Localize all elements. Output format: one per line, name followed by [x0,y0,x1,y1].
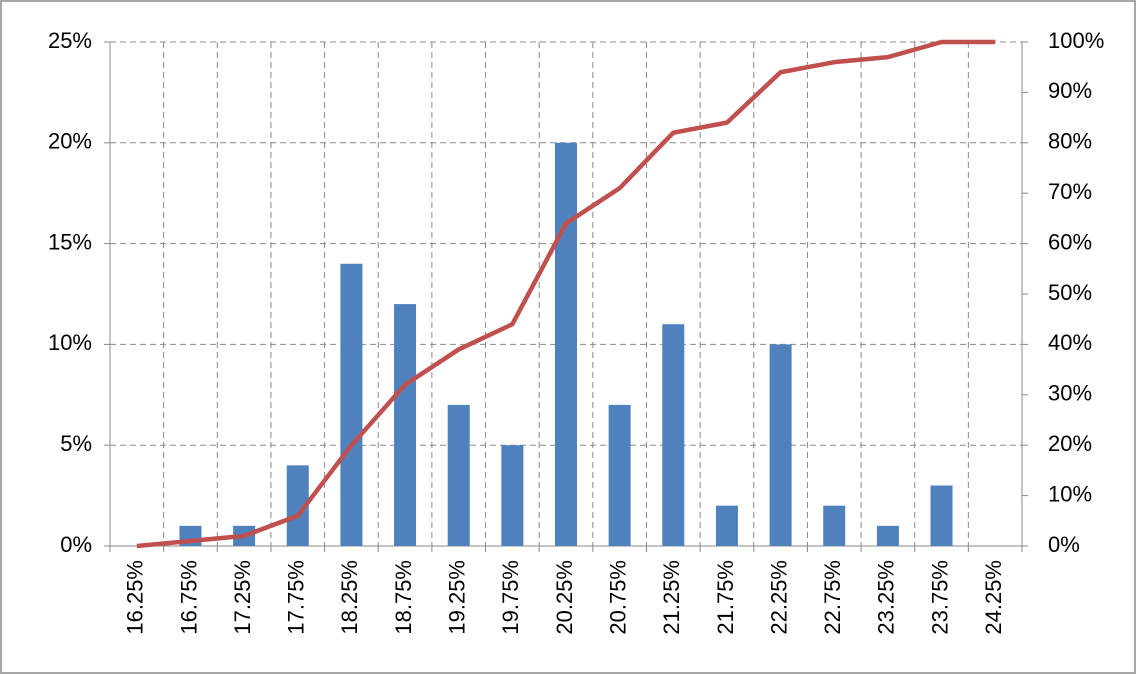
bar [555,142,577,547]
bar [608,404,631,546]
bar [340,263,363,546]
bar [930,485,953,546]
bar [662,324,685,546]
y-tick-label: 25% [48,28,92,53]
y-tick-label: 0% [60,532,92,557]
y2-tick-label: 50% [1048,280,1092,305]
x-tick-label: 16.25% [123,560,148,635]
bar [769,344,792,546]
bar [876,525,899,546]
x-tick-label: 21.25% [659,560,684,635]
x-tick-label: 19.25% [445,560,470,635]
x-tick-label: 18.25% [337,560,362,635]
y-tick-label: 15% [48,229,92,254]
y2-tick-label: 60% [1048,229,1092,254]
x-tick-label: 17.75% [284,560,309,635]
bar [715,505,738,546]
y2-tick-label: 80% [1048,129,1092,154]
y2-tick-label: 30% [1048,381,1092,406]
y2-tick-label: 90% [1048,78,1092,103]
bar [394,304,417,546]
bar [501,445,524,546]
x-tick-label: 19.75% [498,560,523,635]
x-tick-label: 18.75% [391,560,416,635]
y2-tick-label: 40% [1048,330,1092,355]
y-tick-label: 5% [60,431,92,456]
bar [823,505,846,546]
x-tick-label: 20.25% [552,560,577,635]
y2-tick-label: 0% [1048,532,1080,557]
cumulative-line [136,39,996,549]
y2-tick-label: 70% [1048,179,1092,204]
x-tick-label: 23.75% [927,560,952,635]
x-tick-label: 22.25% [766,560,791,635]
bar [286,465,309,546]
x-tick-label: 20.75% [605,560,630,635]
y-tick-label: 10% [48,330,92,355]
y-tick-label: 20% [48,129,92,154]
bar [447,404,470,546]
x-tick-label: 21.75% [713,560,738,635]
y2-tick-label: 20% [1048,431,1092,456]
x-tick-label: 22.75% [820,560,845,635]
x-tick-label: 16.75% [176,560,201,635]
y2-tick-label: 10% [1048,481,1092,506]
x-tick-label: 24.25% [981,560,1006,635]
y2-tick-label: 100% [1048,28,1104,53]
x-tick-label: 17.25% [230,560,255,635]
x-tick-label: 23.25% [874,560,899,635]
